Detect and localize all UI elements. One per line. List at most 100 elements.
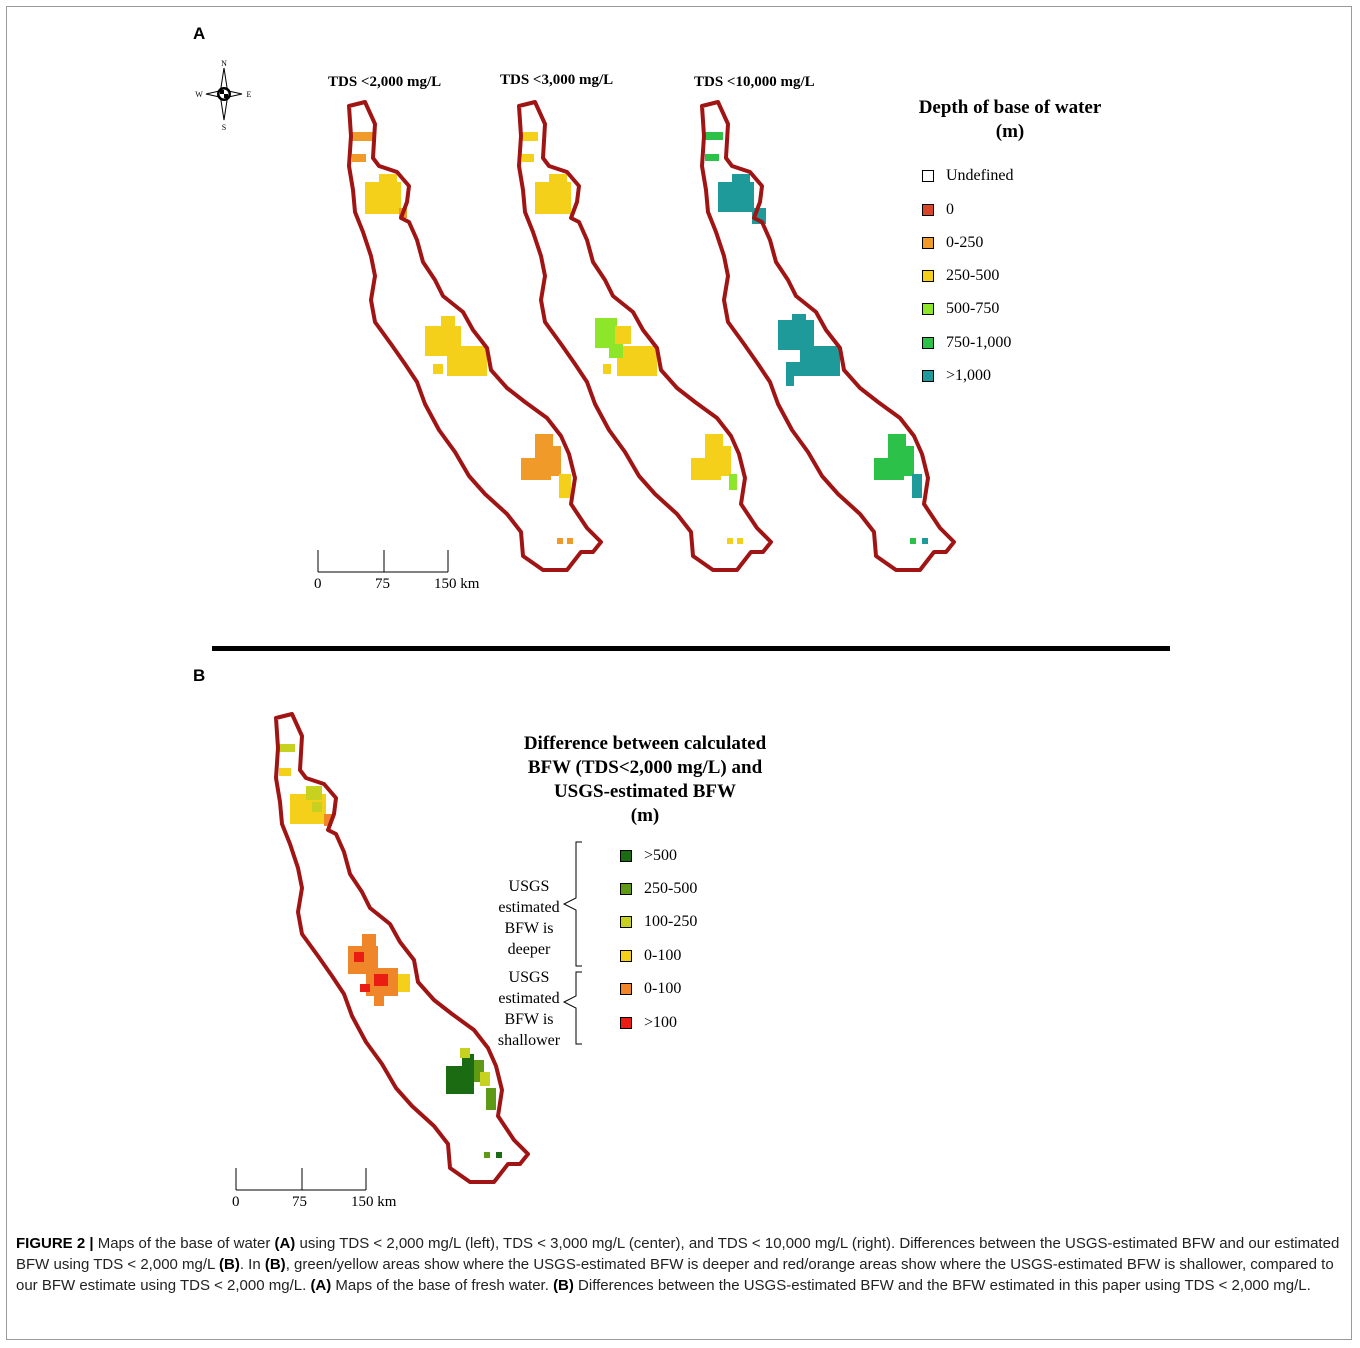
legend-label: 750-1,000	[946, 334, 1012, 351]
legend-swatch	[620, 950, 632, 962]
legend-a-item-250-500: 250-500	[922, 267, 999, 285]
legend-a-item-0-250: 0-250	[922, 234, 983, 252]
caption-ref: (A)	[310, 1277, 332, 1294]
legend-a-title-line1: Depth of base of water	[918, 97, 1102, 118]
group-shallower-line: shallower	[497, 1032, 561, 1049]
panel-a-label: A	[193, 24, 206, 43]
caption-ref: (B)	[264, 1256, 286, 1273]
compass-e-label: E	[247, 90, 252, 99]
basin-outline	[517, 100, 773, 572]
group-shallower-line: estimated	[498, 990, 560, 1007]
caption-text: , green/yellow areas show where the USGS…	[16, 1256, 1334, 1294]
compass-s-label: S	[222, 123, 226, 132]
group-deeper-line: estimated	[498, 899, 560, 916]
legend-b-item-gt100: >100	[620, 1014, 677, 1032]
scale-b-tick-0: 0	[232, 1194, 240, 1210]
legend-b-title-line2: BFW (TDS<2,000 mg/L) and	[527, 757, 763, 778]
legend-b-title-line1: Difference between calculated	[523, 733, 767, 754]
legend-a-item-500-750: 500-750	[922, 300, 999, 318]
legend-swatch	[620, 1017, 632, 1029]
legend-swatch	[620, 850, 632, 862]
legend-swatch	[922, 170, 934, 182]
basin-outline	[274, 712, 530, 1184]
caption-text: Differences between the USGS-estimated B…	[573, 1277, 1311, 1294]
legend-a-item-0: 0	[922, 201, 954, 219]
group-label-shallower: USGS estimated BFW is shallower	[494, 967, 564, 1051]
caption-ref: (B)	[219, 1256, 240, 1273]
map-tds-10000	[700, 100, 956, 572]
map-bfw-difference-cells	[279, 744, 502, 1158]
legend-swatch	[620, 916, 632, 928]
map-tds-3000-cells	[522, 132, 743, 544]
group-shallower-line: BFW is	[504, 1011, 554, 1028]
caption-figure-label: FIGURE 2 |	[16, 1235, 94, 1252]
legend-label: 0-250	[946, 234, 984, 251]
map-tds-3000	[517, 100, 773, 572]
basin-outline	[700, 100, 956, 572]
group-deeper-line: USGS	[508, 878, 550, 895]
legend-label: 0	[946, 201, 954, 218]
legend-label: >500	[644, 847, 678, 864]
compass-rose-icon: N S W E	[195, 59, 252, 132]
basin-outline	[347, 100, 603, 572]
legend-b-item-100-250: 100-250	[620, 913, 697, 931]
legend-swatch	[620, 983, 632, 995]
legend-a-item-undefined: Undefined	[922, 167, 1014, 185]
legend-a-title-line2: (m)	[995, 121, 1025, 142]
legend-a-item-750-1000: 750-1,000	[922, 334, 1011, 352]
legend-b-item-250-500: 250-500	[620, 880, 697, 898]
legend-label: >1,000	[946, 367, 992, 384]
legend-a-item-gt1000: >1,000	[922, 367, 991, 385]
figure-caption: FIGURE 2 | Maps of the base of water (A)…	[16, 1233, 1341, 1296]
legend-label: >100	[644, 1014, 678, 1031]
compass-w-label: W	[195, 90, 203, 99]
map-tds-2000-cells	[352, 132, 573, 544]
legend-b-item-0-100-shallower: 0-100	[620, 980, 681, 998]
legend-swatch	[620, 883, 632, 895]
group-shallower-line: USGS	[508, 969, 550, 986]
group-deeper-line: BFW is	[504, 920, 554, 937]
caption-text: Maps of the base of water	[93, 1235, 275, 1252]
caption-text: using TDS < 2,000 mg/L (left), TDS < 3,0…	[16, 1235, 1340, 1273]
caption-ref: (A)	[274, 1235, 296, 1252]
figure-frame	[6, 6, 1352, 1340]
panel-divider	[212, 646, 1170, 651]
map-title-tds-2000: TDS <2,000 mg/L	[328, 74, 442, 90]
legend-swatch	[922, 303, 934, 315]
legend-b-item-0-100-deeper: 0-100	[620, 947, 681, 965]
legend-label: 0-100	[644, 947, 682, 964]
legend-swatch	[922, 370, 934, 382]
map-bfw-difference	[274, 712, 530, 1184]
scale-a-tick-75: 75	[375, 576, 390, 592]
group-deeper-line: deeper	[507, 941, 551, 958]
map-tds-10000-cells	[705, 132, 928, 544]
group-label-deeper: USGS estimated BFW is deeper	[494, 876, 564, 960]
legend-swatch	[922, 237, 934, 249]
compass-n-label: N	[221, 59, 227, 68]
legend-b-title-line3: USGS-estimated BFW	[553, 781, 737, 802]
legend-label: 500-750	[946, 300, 1000, 317]
panel-b-label: B	[193, 666, 206, 685]
scale-b-tick-75: 75	[292, 1194, 307, 1210]
legend-label: 0-100	[644, 980, 682, 997]
legend-label: 100-250	[644, 913, 698, 930]
legend-label: Undefined	[946, 167, 1014, 184]
legend-label: 250-500	[644, 880, 698, 897]
legend-label: 250-500	[946, 267, 1000, 284]
legend-a-title: Depth of base of water (m)	[900, 96, 1120, 144]
legend-b-title-line4: (m)	[630, 805, 660, 826]
scale-bar-a	[317, 550, 449, 573]
caption-ref: (B)	[553, 1277, 574, 1294]
scale-a-tick-0: 0	[314, 576, 322, 592]
scale-a-tick-150: 150 km	[434, 576, 480, 592]
legend-b-item-gt500: >500	[620, 847, 677, 865]
bracket-shallower	[562, 971, 582, 1045]
caption-text: Maps of the base of fresh water.	[331, 1277, 554, 1294]
map-title-tds-10000: TDS <10,000 mg/L	[694, 74, 815, 90]
caption-text: . In	[239, 1256, 265, 1273]
scale-bar-b	[235, 1168, 367, 1191]
bracket-deeper	[562, 841, 582, 967]
legend-swatch	[922, 204, 934, 216]
legend-b-title: Difference between calculated BFW (TDS<2…	[490, 732, 800, 828]
legend-swatch	[922, 337, 934, 349]
